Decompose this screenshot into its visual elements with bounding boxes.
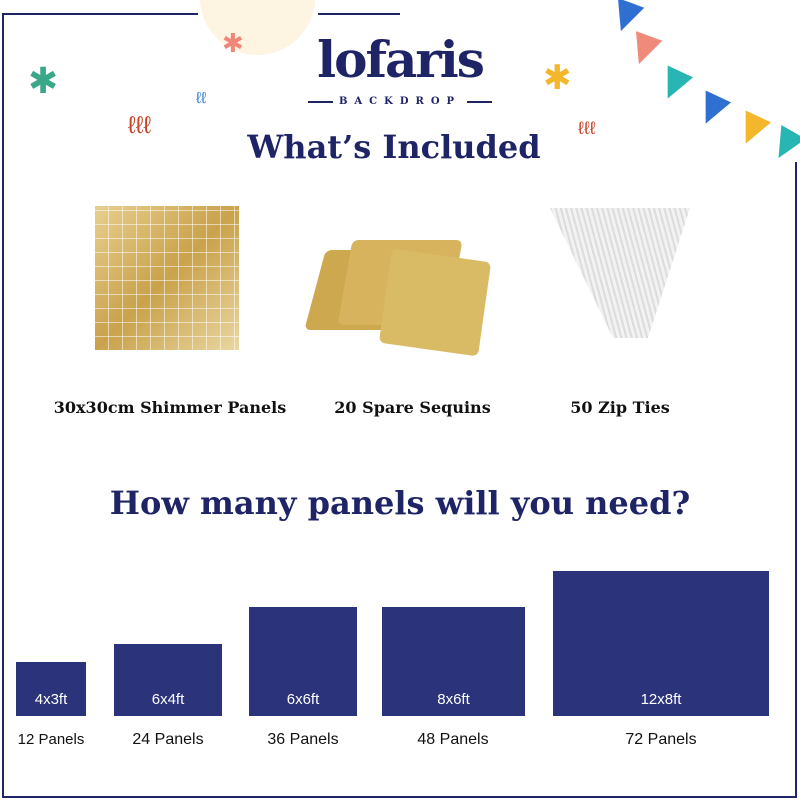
- size-box: 12x8ft: [553, 571, 769, 716]
- frame-right: [795, 162, 797, 798]
- included-title: What’s Included: [247, 128, 541, 166]
- size-label: 6x4ft: [151, 691, 185, 708]
- zip-ties-image: [550, 208, 690, 338]
- asterisk-pink-icon: ✱: [222, 28, 244, 58]
- asterisk-yellow-icon: ✱: [543, 59, 572, 97]
- brand-sub-text: BACKDROP: [338, 96, 462, 107]
- squiggle-blue-icon: ℓℓ: [196, 90, 207, 107]
- bunting-flag-icon: [692, 90, 732, 130]
- size-label: 6x6ft: [286, 691, 320, 708]
- panel-count: 12 Panels: [17, 731, 85, 748]
- size-label: 8x6ft: [437, 691, 470, 708]
- size-box: 6x4ft: [114, 644, 222, 716]
- frame-left: [2, 13, 4, 798]
- shimmer-panel-image: [95, 206, 239, 350]
- panel-count: 48 Panels: [417, 731, 489, 748]
- panel-count: 36 Panels: [267, 731, 339, 748]
- size-label: 12x8ft: [640, 691, 682, 708]
- item-label: 50 Zip Ties: [570, 398, 670, 417]
- squiggle-red-icon: ℓℓℓ: [128, 112, 152, 139]
- frame-top-left: [2, 13, 198, 15]
- panel-count: 72 Panels: [625, 731, 697, 748]
- size-box: 4x3ft: [16, 662, 86, 716]
- frame-top-mid: [318, 13, 400, 15]
- brand-logo: lofaris: [317, 30, 485, 89]
- size-box: 6x6ft: [249, 607, 357, 716]
- panel-count: 24 Panels: [132, 731, 204, 748]
- bunting-flag-icon: [654, 65, 694, 105]
- bunting-flag-icon: [607, 0, 645, 36]
- size-box: 8x6ft: [382, 607, 525, 716]
- item-label: 30x30cm Shimmer Panels: [53, 398, 287, 417]
- item-label: 20 Spare Sequins: [334, 398, 491, 417]
- squiggle-orange-icon: ℓℓℓ: [578, 118, 596, 138]
- size-label: 4x3ft: [34, 691, 68, 708]
- brand-sub: BACKDROP: [308, 96, 493, 107]
- asterisk-green-icon: ✱: [28, 60, 59, 101]
- frame-bottom: [2, 796, 797, 798]
- bunting-flag-icon: [625, 31, 663, 69]
- spare-sequins-image: [304, 240, 492, 357]
- sun-decoration: [200, 0, 315, 55]
- sizes-title: How many panels will you need?: [109, 484, 691, 522]
